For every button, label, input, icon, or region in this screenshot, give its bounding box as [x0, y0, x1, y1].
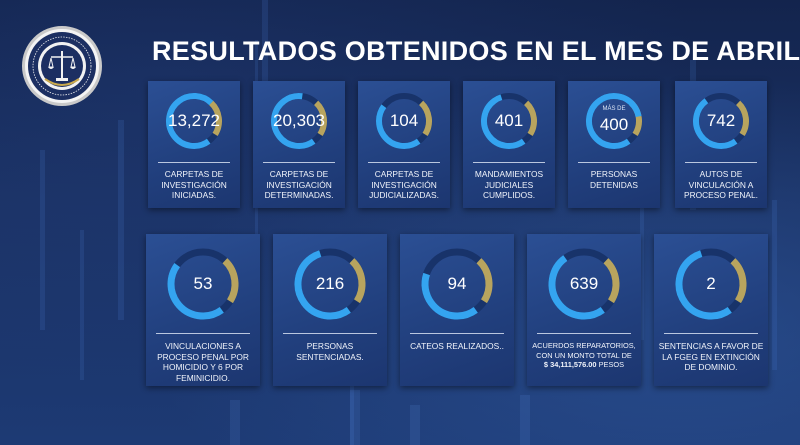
stat-card: 742 AUTOS DE VINCULACIÓN A PROCESO PENAL.	[675, 81, 767, 208]
stat-prefix: MÁS DE	[602, 106, 626, 112]
progress-ring: 401	[478, 90, 540, 152]
card-divider	[263, 162, 335, 163]
progress-ring: 53	[164, 245, 242, 323]
stat-card: 216 PERSONAS SENTENCIADAS.	[273, 234, 387, 386]
progress-ring: 94	[418, 245, 496, 323]
card-divider	[158, 162, 230, 163]
amount-value: $ 34,111,576.00	[543, 360, 597, 369]
stat-label: PERSONAS DETENIDAS	[590, 169, 638, 190]
stat-card: 20,303 CARPETAS DE INVESTIGACIÓN DETERMIN…	[253, 81, 345, 208]
progress-ring: 639	[545, 245, 623, 323]
stat-value: 104	[389, 111, 419, 130]
fgeg-logo	[22, 26, 102, 106]
stat-label: CATEOS REALIZADOS..	[410, 341, 504, 351]
stat-card: 53 VINCULACIONES A PROCESO PENAL POR HOMI…	[146, 234, 260, 386]
stat-card: 401 MANDAMIENTOS JUDICIALES CUMPLIDOS.	[463, 81, 555, 208]
stat-value: 401	[494, 111, 524, 130]
progress-ring: 2	[672, 245, 750, 323]
progress-ring: 20,303	[268, 90, 330, 152]
progress-ring: MÁS DE 400	[583, 90, 645, 152]
card-divider	[473, 162, 545, 163]
stat-value: 94	[447, 274, 467, 293]
card-divider	[537, 333, 631, 334]
stat-value: 53	[193, 274, 213, 293]
stat-value: 216	[315, 274, 345, 293]
stat-label: CARPETAS DE INVESTIGACIÓN INICIADAS.	[161, 169, 227, 200]
stat-value: 20,303	[273, 111, 325, 130]
progress-ring: 742	[690, 90, 752, 152]
stat-label: SENTENCIAS A FAVOR DE LA FGEG EN EXTINCI…	[658, 341, 764, 372]
card-divider	[578, 162, 650, 163]
stat-label: PERSONAS SENTENCIADAS.	[296, 341, 364, 362]
stat-value: 400	[599, 115, 629, 134]
stat-value: 639	[569, 274, 599, 293]
progress-ring: 13,272	[163, 90, 225, 152]
stat-card: 2 SENTENCIAS A FAVOR DE LA FGEG EN EXTINC…	[654, 234, 768, 386]
page-title: RESULTADOS OBTENIDOS EN EL MES DE ABRIL	[152, 36, 800, 66]
stat-label: AUTOS DE VINCULACIÓN A PROCESO PENAL.	[683, 169, 758, 200]
stat-label: CARPETAS DE INVESTIGACIÓN DETERMINADAS.	[264, 169, 334, 200]
card-divider	[368, 162, 440, 163]
stat-value: 2	[706, 274, 716, 293]
stat-card: 94 CATEOS REALIZADOS..	[400, 234, 514, 386]
stat-value: 13,272	[168, 111, 220, 130]
card-divider	[410, 333, 504, 334]
stat-label: ACUERDOS REPARATORIOS, CON UN MONTO TOTAL…	[532, 341, 636, 369]
stat-card: 104 CARPETAS DE INVESTIGACIÓN JUDICIALIZA…	[358, 81, 450, 208]
stat-card: 13,272 CARPETAS DE INVESTIGACIÓN INICIADA…	[148, 81, 240, 208]
stat-card: MÁS DE 400 PERSONAS DETENIDAS	[568, 81, 660, 208]
card-divider	[283, 333, 377, 334]
amount-suffix: PESOS	[596, 360, 625, 369]
stat-label: CARPETAS DE INVESTIGACIÓN JUDICIALIZADAS…	[369, 169, 439, 200]
stat-label: MANDAMIENTOS JUDICIALES CUMPLIDOS.	[474, 169, 544, 200]
progress-ring: 104	[373, 90, 435, 152]
card-divider	[664, 333, 758, 334]
stat-label: VINCULACIONES A PROCESO PENAL POR HOMICI…	[157, 341, 249, 383]
stat-value: 742	[706, 111, 736, 130]
card-divider	[156, 333, 250, 334]
stat-card: 639 ACUERDOS REPARATORIOS, CON UN MONTO TO…	[527, 234, 641, 386]
card-divider	[685, 162, 757, 163]
progress-ring: 216	[291, 245, 369, 323]
